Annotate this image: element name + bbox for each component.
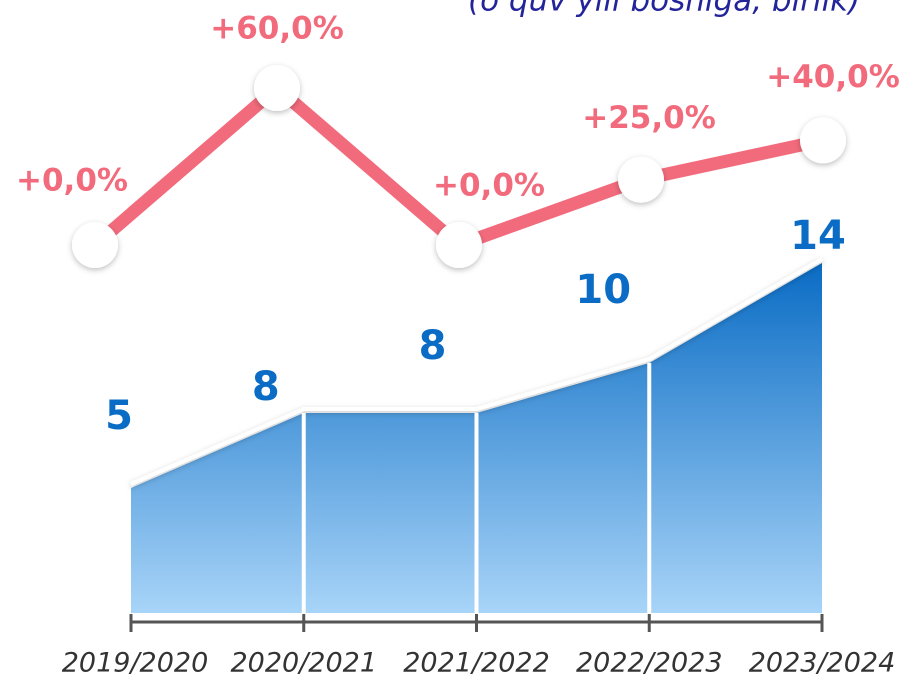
x-tick-label: 2021/2022 <box>403 648 550 679</box>
value-label: +60,0% <box>210 11 344 47</box>
value-label: 10 <box>575 267 631 313</box>
value-label: 14 <box>790 213 846 259</box>
value-label: +40,0% <box>766 59 900 95</box>
value-label: 8 <box>419 323 447 369</box>
value-label: +0,0% <box>433 168 545 204</box>
value-label: +25,0% <box>582 100 716 136</box>
point <box>436 222 482 268</box>
x-tick-label: 2019/2020 <box>62 648 209 679</box>
x-tick-label: 2022/2023 <box>576 648 723 679</box>
value-label: +0,0% <box>16 163 128 199</box>
point <box>254 65 300 111</box>
point <box>800 117 846 164</box>
point <box>72 222 118 268</box>
value-label: 8 <box>252 364 280 410</box>
value-label: 5 <box>105 393 133 439</box>
area-outline <box>130 257 824 486</box>
point <box>618 156 664 203</box>
x-tick-label: 2020/2021 <box>230 648 377 679</box>
x-tick-label: 2023/2024 <box>749 648 896 679</box>
chart-subtitle: (o‘quv yili boshiga, birlik) <box>468 0 860 19</box>
